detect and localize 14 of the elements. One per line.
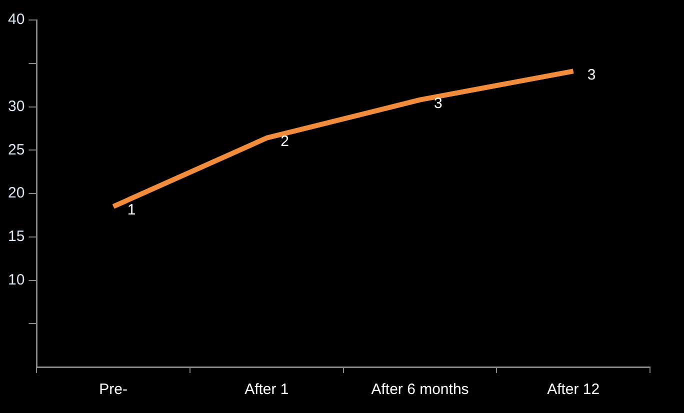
x-tick-label: After 12: [547, 381, 600, 398]
y-tick-label: 40: [8, 11, 25, 28]
x-tick-label: Pre-: [99, 381, 128, 398]
y-tick-label: 25: [8, 141, 25, 158]
annotation: 3: [587, 66, 596, 84]
x-tick-label: After 6 months: [371, 381, 469, 398]
y-tick-label: 30: [8, 98, 25, 115]
y-tick-label: 20: [8, 184, 25, 202]
annotation: 2: [280, 133, 290, 150]
y-tick-label: 10: [8, 271, 25, 288]
annotation: 1: [127, 202, 136, 219]
annotation: 3: [434, 94, 442, 112]
x-tick-label: After 1: [244, 381, 289, 398]
y-tick-label: 15: [8, 228, 25, 246]
